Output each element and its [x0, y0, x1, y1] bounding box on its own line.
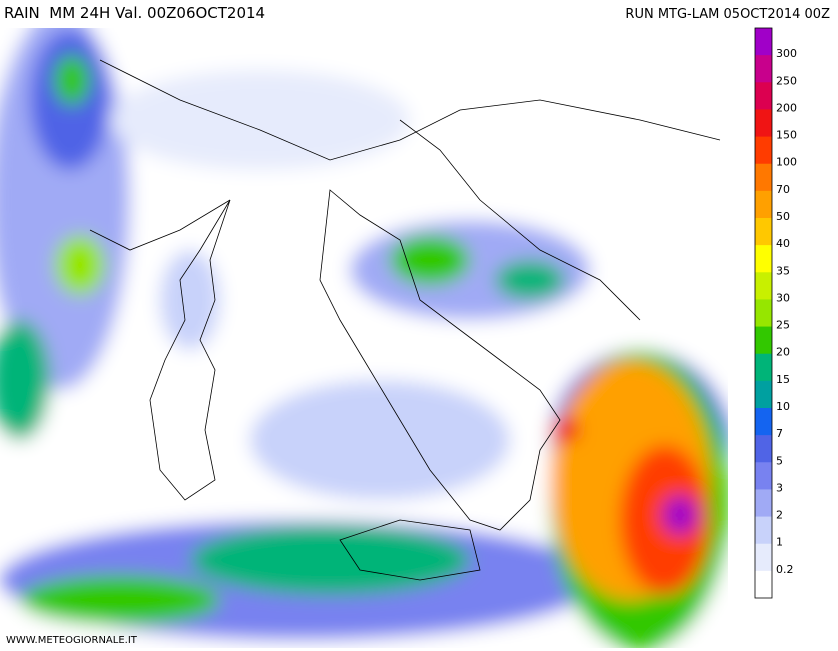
- legend-label: 1: [776, 536, 783, 549]
- legend-label: 7: [776, 427, 783, 440]
- legend-label: 250: [776, 74, 797, 87]
- legend-swatch: [755, 136, 772, 165]
- legend-swatch: [755, 570, 772, 599]
- legend-label: 0.2: [776, 563, 794, 576]
- legend-label: 150: [776, 129, 797, 142]
- rain-field: [0, 28, 728, 648]
- legend-frame: [754, 27, 773, 599]
- legend-swatch: [755, 353, 772, 382]
- legend-swatch: [755, 326, 772, 355]
- legend-label: 5: [776, 454, 783, 467]
- legend-label: 70: [776, 183, 790, 196]
- legend-swatch: [755, 55, 772, 83]
- legend-swatch: [755, 245, 772, 273]
- legend-swatch: [755, 109, 772, 138]
- legend-label: 2: [776, 509, 783, 522]
- legend-label: 10: [776, 400, 790, 413]
- legend-swatch: [755, 380, 772, 409]
- legend-swatch: [755, 299, 772, 328]
- legend-swatch: [755, 435, 772, 463]
- legend-swatch: [755, 408, 772, 436]
- legend-label: 40: [776, 237, 790, 250]
- legend-label: 100: [776, 156, 797, 169]
- legend-swatch: [755, 190, 772, 219]
- legend-label: 200: [776, 101, 797, 114]
- legend-label: 300: [776, 47, 797, 60]
- legend-swatch: [755, 218, 772, 246]
- map-title: RAIN MM 24H Val. 00Z06OCT2014: [4, 4, 266, 22]
- legend-label: 35: [776, 264, 790, 277]
- legend-label: 3: [776, 481, 783, 494]
- legend: 300 250 200 150 100 70 50 40 35 30 25 20 15 10 7 5 3 2 1 0.…: [754, 27, 797, 599]
- legend-swatch: [755, 82, 772, 110]
- legend-swatch: [755, 163, 772, 192]
- legend-swatch: [755, 489, 772, 518]
- legend-label: 25: [776, 319, 790, 332]
- legend-label: 20: [776, 346, 790, 359]
- legend-swatch: [755, 28, 772, 56]
- legend-label: 50: [776, 210, 790, 223]
- source-url: WWW.METEOGIORNALE.IT: [6, 635, 138, 646]
- legend-label: 30: [776, 291, 790, 304]
- legend-swatch: [755, 516, 772, 545]
- legend-swatch: [755, 462, 772, 490]
- coastlines: [89, 59, 721, 581]
- legend-swatch: [755, 272, 772, 300]
- run-info: RUN MTG-LAM 05OCT2014 00Z: [625, 7, 830, 22]
- legend-label: 15: [776, 373, 790, 386]
- legend-swatch: [755, 543, 772, 572]
